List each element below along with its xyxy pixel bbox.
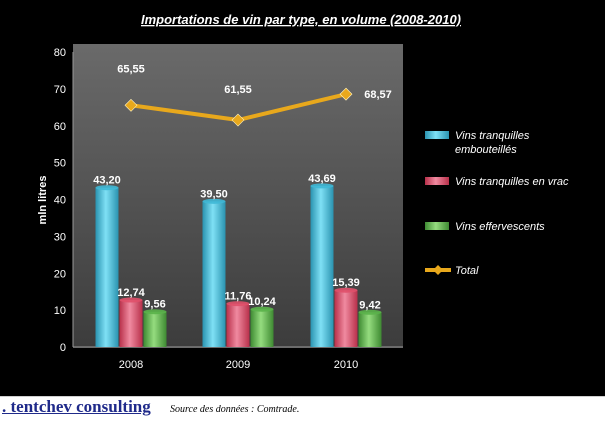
bar-top xyxy=(95,185,119,191)
chart-panel: Importations de vin par type, en volume … xyxy=(0,0,605,396)
total-point xyxy=(339,87,353,101)
bar-value-label: 15,39 xyxy=(332,277,360,289)
legend-label: Vins tranquilles en vrac xyxy=(455,176,569,188)
y-tick-label: 80 xyxy=(54,47,66,59)
y-tick-label: 60 xyxy=(54,121,66,133)
bar xyxy=(334,290,358,347)
bar xyxy=(358,312,382,347)
x-tick-label: 2008 xyxy=(119,359,143,371)
bar xyxy=(310,185,334,347)
bar-value-label: 11,76 xyxy=(225,291,252,303)
total-value-label: 65,55 xyxy=(117,63,145,75)
data-labels: 43,20 39,50 43,69 12,74 11,76 15,39 9,56 10,24 9… xyxy=(93,63,392,311)
y-ticks: 0 10 20 30 40 50 60 70 80 xyxy=(54,47,66,354)
bar-top xyxy=(202,198,226,204)
bar-value-label: 10,24 xyxy=(248,296,276,308)
bar xyxy=(95,187,119,347)
bar-value-label: 9,56 xyxy=(144,299,165,311)
legend-label: Vins tranquilles xyxy=(455,130,530,142)
chart: Importations de vin par type, en volume … xyxy=(37,12,569,371)
x-tick-label: 2010 xyxy=(334,359,358,371)
legend-marker xyxy=(433,265,443,275)
legend-swatch xyxy=(425,222,449,230)
bar-top xyxy=(250,306,274,312)
bar-top xyxy=(143,309,167,315)
y-axis-label: mln litres xyxy=(37,176,49,225)
bars xyxy=(95,183,382,347)
chart-title: Importations de vin par type, en volume … xyxy=(141,12,461,27)
bar-top xyxy=(226,301,250,307)
brand-name: . tentchev consulting xyxy=(2,397,151,416)
bar xyxy=(202,201,226,347)
total-point xyxy=(124,98,138,112)
legend-swatch xyxy=(425,131,449,139)
legend-swatch xyxy=(425,177,449,185)
bar-value-label: 39,50 xyxy=(200,188,228,200)
bar-top xyxy=(358,309,382,315)
legend-label: embouteillés xyxy=(455,144,517,156)
source-note: Source des données : Comtrade. xyxy=(170,404,300,415)
bar-top xyxy=(119,297,143,303)
y-tick-label: 0 xyxy=(60,342,66,354)
y-tick-label: 30 xyxy=(54,231,66,243)
footer: . tentchev consulting Source des données… xyxy=(0,396,605,424)
bar-value-label: 12,74 xyxy=(117,287,145,299)
bar-value-label: 9,42 xyxy=(359,299,380,311)
bar-top xyxy=(334,287,358,293)
bar xyxy=(226,303,250,347)
y-tick-label: 20 xyxy=(54,268,66,280)
total-line-series xyxy=(124,87,353,127)
legend-label: Vins effervescents xyxy=(455,221,545,233)
y-tick-label: 50 xyxy=(54,158,66,170)
x-ticks: 2008 2009 2010 xyxy=(119,359,358,371)
bar-top xyxy=(310,183,334,189)
bar xyxy=(143,311,167,347)
y-tick-label: 70 xyxy=(54,84,66,96)
y-tick-label: 10 xyxy=(54,305,66,317)
legend: Vins tranquilles embouteillés Vins tranqui… xyxy=(425,130,569,277)
total-value-label: 61,55 xyxy=(224,84,252,96)
bar-value-label: 43,69 xyxy=(308,173,336,185)
y-tick-label: 40 xyxy=(54,195,66,207)
legend-label: Total xyxy=(455,265,479,277)
total-value-label: 68,57 xyxy=(364,89,392,101)
bar-value-label: 43,20 xyxy=(93,175,121,187)
bar xyxy=(250,309,274,347)
bar xyxy=(119,300,143,347)
x-tick-label: 2009 xyxy=(226,359,250,371)
total-point xyxy=(231,113,245,127)
